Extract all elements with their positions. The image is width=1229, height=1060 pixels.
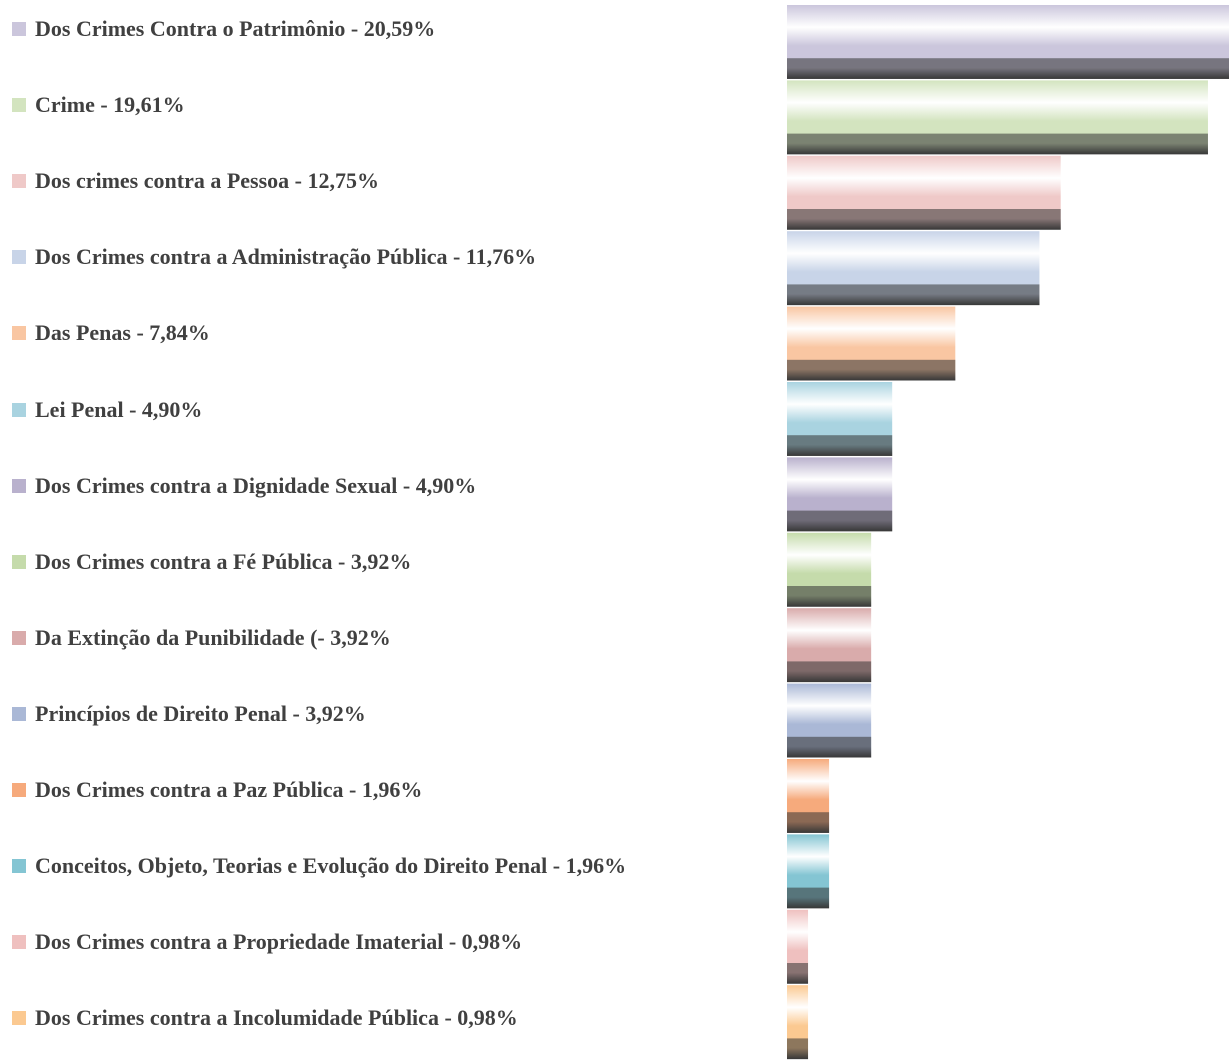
legend-label: Dos Crimes contra a Propriedade Imateria… — [35, 929, 523, 955]
bar-shade — [787, 510, 893, 532]
legend-item: Dos Crimes contra a Incolumidade Pública… — [12, 1001, 742, 1034]
legend-item: Dos Crimes contra a Paz Pública - 1,96% — [12, 773, 742, 806]
bar-shade — [787, 435, 893, 456]
legend-item: Das Penas - 7,84% — [12, 316, 742, 349]
legend-item: Lei Penal - 4,90% — [12, 393, 742, 426]
legend-label: Conceitos, Objeto, Teorias e Evolução do… — [35, 853, 627, 879]
legend-item: Dos Crimes contra a Fé Pública - 3,92% — [12, 545, 742, 578]
legend-swatch — [12, 250, 26, 265]
bar-shade — [787, 1038, 809, 1060]
legend-label: Dos Crimes contra a Fé Pública - 3,92% — [35, 548, 412, 574]
legend-swatch — [12, 478, 26, 493]
legend-label: Crime - 19,61% — [35, 92, 185, 118]
bar-shade — [787, 812, 830, 833]
legend-label: Das Penas - 7,84% — [35, 320, 210, 346]
legend-item: Dos crimes contra a Pessoa - 12,75% — [12, 164, 742, 197]
bar-shade — [787, 133, 1208, 155]
legend-label: Dos Crimes contra a Paz Pública - 1,96% — [35, 777, 423, 802]
bar-shade — [787, 963, 809, 984]
legend-swatch — [12, 554, 26, 569]
legend-item: Dos Crimes Contra o Patrimônio - 20,59% — [12, 12, 742, 45]
legend-swatch — [12, 630, 26, 645]
legend-label: Princípios de Direito Penal - 3,92% — [35, 700, 366, 726]
legend-swatch — [12, 783, 26, 797]
legend-swatch — [12, 935, 26, 950]
bar-shade — [787, 661, 872, 683]
legend-item: Dos Crimes contra a Propriedade Imateria… — [12, 925, 742, 958]
bar-shade — [787, 359, 956, 381]
legend-swatch — [12, 98, 26, 113]
legend-label: Dos Crimes Contra o Patrimônio - 20,59% — [35, 16, 436, 41]
legend-item: Dos Crimes contra a Administração Públic… — [12, 240, 742, 273]
legend-swatch — [12, 1011, 26, 1026]
legend-label: Lei Penal - 4,90% — [35, 396, 203, 422]
legend-label: Dos Crimes contra a Administração Públic… — [35, 244, 537, 270]
bar-shade — [787, 586, 872, 607]
legend-label: Dos crimes contra a Pessoa - 12,75% — [35, 168, 379, 194]
legend-label: Da Extinção da Punibilidade (- 3,92% — [35, 624, 391, 650]
legend-item: Crime - 19,61% — [12, 88, 742, 121]
legend-swatch — [12, 174, 26, 189]
legend-label: Dos Crimes contra a Dignidade Sexual - 4… — [35, 472, 477, 498]
legend-item: Da Extinção da Punibilidade (- 3,92% — [12, 621, 742, 654]
bar-shade — [787, 887, 830, 909]
legend-swatch — [12, 22, 26, 36]
legend-label: Dos Crimes contra a Incolumidade Pública… — [35, 1005, 518, 1031]
legend-item: Princípios de Direito Penal - 3,92% — [12, 697, 742, 730]
legend-swatch — [12, 326, 26, 341]
bar-shade — [787, 736, 872, 758]
legend-swatch — [12, 402, 26, 417]
bar-shade — [787, 284, 1040, 306]
bar-shade — [787, 58, 1229, 79]
legend-swatch — [12, 859, 26, 874]
legend-item: Dos Crimes contra a Dignidade Sexual - 4… — [12, 469, 742, 502]
bar-shade — [787, 209, 1061, 230]
legend-item: Conceitos, Objeto, Teorias e Evolução do… — [12, 849, 742, 882]
legend-swatch — [12, 706, 26, 721]
